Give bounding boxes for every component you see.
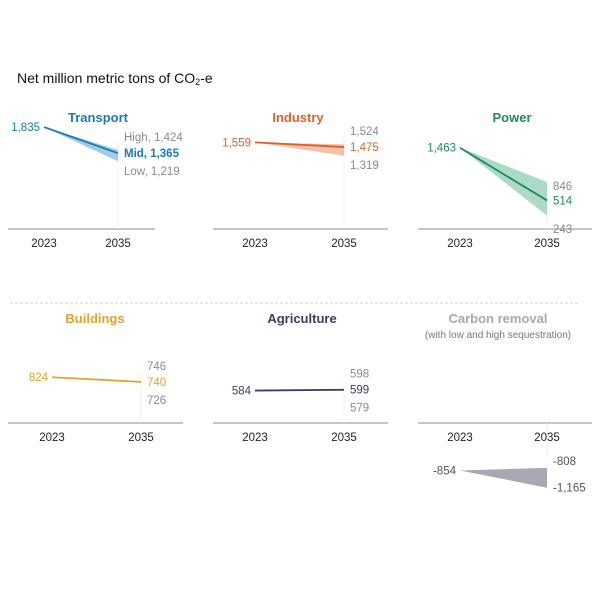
high-value-label: 846	[553, 181, 572, 193]
low-value-label: 243	[553, 224, 572, 236]
x-tick-label-2035: 2035	[331, 238, 357, 250]
high-value-label: 598	[350, 369, 369, 381]
mid-line	[254, 388, 345, 392]
start-value-label: 1,463	[427, 143, 456, 155]
title-suffix: -e	[200, 70, 213, 86]
panel-title: Power	[492, 110, 531, 125]
low-value-label: 726	[147, 395, 166, 407]
high-value-label: -808	[553, 456, 576, 468]
low-value-label: -1,165	[553, 483, 586, 495]
mid-value-label: 514	[553, 195, 573, 207]
panel-title: Industry	[272, 110, 324, 125]
mid-line	[51, 376, 142, 383]
x-tick-label-2023: 2023	[242, 238, 268, 250]
low-value-label: Low, 1,219	[124, 166, 180, 178]
uncertainty-band	[460, 147, 547, 216]
mid-value-label: 1,475	[350, 142, 379, 154]
mid-line	[43, 126, 119, 155]
x-tick-label-2023: 2023	[39, 432, 65, 444]
panel-title: Agriculture	[267, 311, 336, 326]
low-value-label: 579	[350, 403, 369, 415]
x-tick-label-2035: 2035	[128, 432, 154, 444]
panel-subtitle: (with low and high sequestration)	[425, 330, 571, 341]
title-subscript: 2	[195, 77, 201, 87]
mid-line	[459, 146, 548, 202]
start-value-label: 824	[29, 372, 49, 384]
start-value-label: -854	[433, 465, 457, 477]
x-tick-label-2035: 2035	[331, 432, 357, 444]
panel-title: Buildings	[65, 311, 124, 326]
x-tick-label-2023: 2023	[31, 238, 57, 250]
x-tick-label-2035: 2035	[534, 238, 560, 250]
high-value-label: 746	[147, 361, 166, 373]
uncertainty-band	[44, 127, 118, 162]
low-value-label: 1,319	[350, 160, 379, 172]
high-value-label: High, 1,424	[124, 132, 183, 144]
mid-value-label: Mid, 1,365	[124, 148, 180, 160]
mid-value-label: 740	[147, 377, 166, 389]
chart-title: Net million metric tons of CO2-e	[17, 70, 213, 87]
x-tick-label-2023: 2023	[242, 432, 268, 444]
panel-title: Carbon removal	[449, 311, 548, 326]
panel-title: Transport	[68, 110, 129, 125]
start-value-label: 1,559	[222, 137, 251, 149]
x-tick-label-2023: 2023	[447, 432, 473, 444]
high-value-label: 1,524	[350, 126, 379, 138]
x-tick-label-2023: 2023	[447, 238, 473, 250]
start-value-label: 1,835	[11, 122, 40, 134]
uncertainty-band	[460, 467, 547, 488]
x-tick-label-2035: 2035	[105, 238, 131, 250]
mid-value-label: 599	[350, 385, 369, 397]
title-text: Net million metric tons of CO	[17, 70, 196, 86]
start-value-label: 584	[232, 386, 252, 398]
mid-line	[254, 141, 345, 148]
